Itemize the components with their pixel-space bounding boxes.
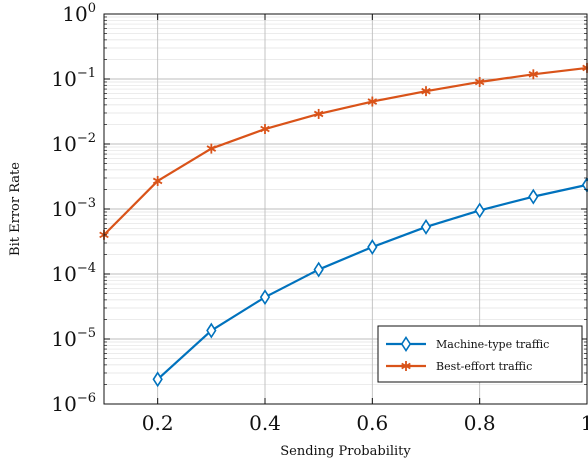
- data-point: [313, 108, 324, 119]
- y-axis-label: Bit Error Rate: [8, 162, 23, 256]
- data-point: [152, 371, 163, 388]
- y-tick-label: 10−2: [51, 131, 96, 156]
- marker-stroke: [206, 145, 217, 152]
- data-point: [474, 76, 485, 87]
- data-point: [206, 322, 217, 339]
- data-point: [367, 239, 378, 256]
- tick-marks: [104, 13, 588, 405]
- y-tick-label: 10−6: [51, 391, 96, 416]
- y-tick-label: 10−5: [51, 326, 96, 351]
- data-point: [528, 188, 539, 205]
- data-point: [401, 361, 411, 371]
- data-point: [420, 218, 432, 235]
- data-point: [400, 336, 412, 352]
- y-tick-label: 10−4: [51, 261, 96, 286]
- legend: Machine-type traffic Best-effort traffic: [377, 325, 583, 383]
- data-point: [367, 96, 378, 107]
- data-point: [259, 289, 271, 306]
- x-tick-label: 0.8: [464, 411, 496, 435]
- y-tick-label: 10−3: [51, 196, 96, 221]
- series: [152, 176, 588, 388]
- y-tick-label: 10−1: [51, 66, 96, 91]
- data-point: [206, 143, 217, 154]
- x-tick-label: 0.4: [249, 411, 281, 435]
- data-point: [528, 69, 539, 80]
- marker-stroke: [260, 125, 270, 133]
- legend-item: Machine-type traffic: [386, 336, 549, 352]
- legend-label: Machine-type traffic: [436, 338, 549, 351]
- data-point: [474, 202, 485, 219]
- marker-stroke: [152, 177, 163, 185]
- y-tick-label: 100: [62, 1, 96, 26]
- series-line: [103, 66, 588, 236]
- marker-stroke: [367, 98, 378, 105]
- marker-stroke: [528, 71, 539, 78]
- legend-box: [377, 325, 583, 383]
- marker-stroke: [474, 78, 485, 86]
- y-tick-labels: 10−6 10−5 10−4 10−3 10−2 10−1 100: [51, 1, 96, 416]
- minor-grid: [104, 16, 587, 385]
- x-tick-label: 0.6: [356, 411, 388, 435]
- x-tick-labels: 0.2 0.4 0.6 0.8 1: [142, 411, 588, 435]
- data-point: [152, 175, 163, 186]
- x-tick-label: 1: [581, 411, 588, 435]
- series-layer: [99, 62, 588, 388]
- data-point: [421, 86, 431, 97]
- legend-label: Best-effort traffic: [436, 360, 532, 373]
- data-point: [313, 261, 324, 278]
- data-point: [260, 124, 270, 135]
- x-tick-label: 0.2: [142, 411, 174, 435]
- x-axis-label: Sending Probability: [280, 444, 411, 459]
- marker-stroke: [313, 110, 324, 118]
- legend-item: Best-effort traffic: [386, 360, 532, 373]
- marker-stroke: [421, 87, 431, 95]
- marker-stroke: [401, 362, 411, 370]
